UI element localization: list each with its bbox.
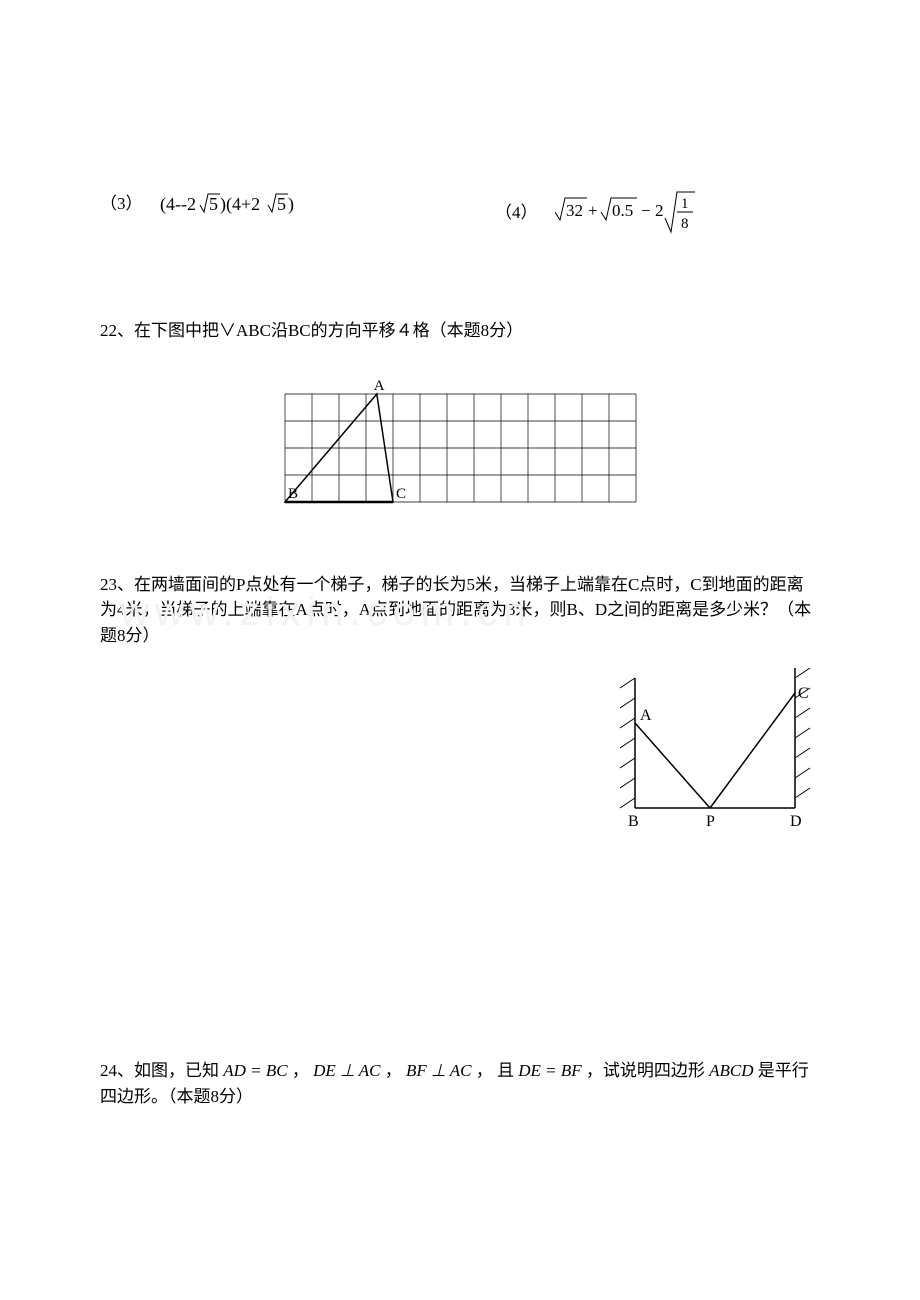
equation-row: （3） (4--2 5 )(4+2 5 ) （4） 32 + [100, 190, 820, 238]
q24-eq4: DE = BF [518, 1061, 581, 1080]
q23-figure-wrap: A C B P D [100, 668, 820, 838]
eq4-den: 8 [681, 216, 689, 232]
svg-text:+: + [588, 201, 598, 220]
eq4-05: 0.5 [612, 201, 633, 220]
eq4-num: 1 [681, 196, 689, 212]
svg-text:)(4+2: )(4+2 [220, 194, 260, 215]
svg-text:B: B [288, 486, 298, 502]
q23-text: 23、在两墙面间的P点处有一个梯子，梯子的长为5米，当梯子上端靠在C点时，C到地… [100, 572, 820, 649]
q24-sep2: ， [385, 1061, 406, 1080]
q22-text: 22、在下图中把∨ABC沿BC的方向平移４格（本题8分） [100, 318, 820, 344]
q23-D: D [790, 813, 802, 830]
q24-sep4: ，试说明四边形 [586, 1061, 709, 1080]
svg-text:C: C [396, 486, 406, 502]
svg-text:5: 5 [209, 194, 218, 214]
q24-text: 24、如图，已知 AD = BC ， DE ⊥ AC ， BF ⊥ AC ， 且… [100, 1058, 820, 1109]
svg-text:2: 2 [655, 201, 664, 220]
equation-4: （4） 32 + 0.5 − 2 1 8 [425, 190, 820, 238]
q23-B: B [628, 813, 639, 830]
q23-A: A [640, 707, 652, 724]
page-content: （3） (4--2 5 )(4+2 5 ) （4） 32 + [0, 0, 920, 1189]
q22-grid-wrap: A B C [100, 374, 820, 512]
q22-grid: A B C [280, 374, 641, 512]
svg-text:A: A [373, 378, 384, 394]
svg-text:): ) [288, 194, 294, 215]
q23-C: C [798, 685, 809, 702]
eq4-svg: 32 + 0.5 − 2 1 8 [555, 190, 725, 238]
eq4-label: （4） [495, 203, 538, 222]
svg-text:5: 5 [277, 194, 286, 214]
svg-text:−: − [641, 201, 651, 220]
q24-eq2: DE ⊥ AC [313, 1061, 380, 1080]
q24-eq1: AD = BC [223, 1061, 287, 1080]
equation-3: （3） (4--2 5 )(4+2 5 ) [100, 190, 425, 238]
eq4-32: 32 [566, 201, 583, 220]
eq3-label: （3） [100, 194, 143, 213]
q24-prefix: 24、如图，已知 [100, 1061, 223, 1080]
q24-eq3: BF ⊥ AC [406, 1061, 472, 1080]
q24-sep1: ， [292, 1061, 313, 1080]
q23-figure: A C B P D [610, 668, 820, 838]
q24-abcd: ABCD [709, 1061, 753, 1080]
q23-P: P [706, 813, 715, 830]
svg-text:(4--2: (4--2 [160, 194, 196, 215]
q24-sep3: ， 且 [476, 1061, 519, 1080]
eq3-svg: (4--2 5 )(4+2 5 ) [160, 190, 320, 220]
